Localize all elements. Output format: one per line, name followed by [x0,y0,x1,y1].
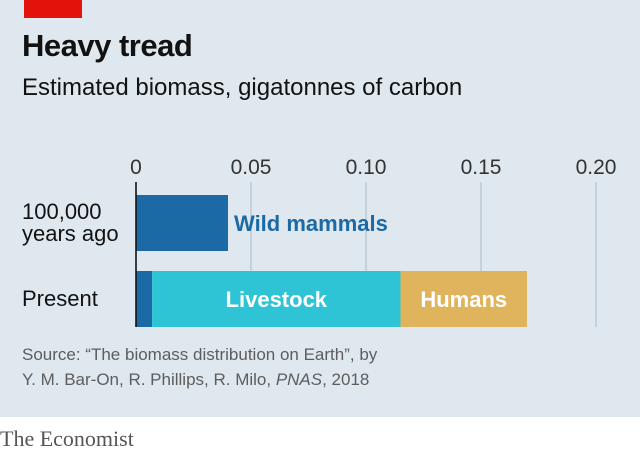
bar-segment [136,195,228,251]
bar-segment [152,271,401,327]
source-journal: PNAS [275,370,323,389]
segment-label: Humans [420,287,507,312]
x-tick-label: 0 [130,156,142,179]
x-tick-label: 0.15 [461,156,502,179]
chart-subtitle: Estimated biomass, gigatonnes of carbon [22,74,463,101]
x-tick-label: 0.20 [576,156,617,179]
x-tick-label: 0.10 [346,156,387,179]
segment-label: Wild mammals [234,211,388,236]
x-tick-label: 0.05 [231,156,272,179]
category-label: 100,000 years ago [22,199,119,246]
bar-segment [400,271,527,327]
economist-logo: The Economist [0,426,134,451]
chart-panel: Heavy tread Estimated biomass, gigatonne… [0,0,640,417]
chart-title: Heavy tread [22,28,193,63]
category-label: Present [22,286,98,311]
brand-red-tag [24,0,82,18]
biomass-bar-chart: 00.050.100.150.20 Wild mammalsWild mamma… [22,156,617,327]
source-line-2: Y. M. Bar-On, R. Phillips, R. Milo, PNAS… [22,367,377,392]
source-authors: Y. M. Bar-On, R. Phillips, R. Milo, [22,370,276,389]
segment-label: Livestock [226,287,328,312]
source-year: , 2018 [322,370,370,389]
source-note: Source: “The biomass distribution on Ear… [22,342,377,392]
bar-segment [136,271,153,327]
source-line-1: Source: “The biomass distribution on Ear… [22,345,378,364]
